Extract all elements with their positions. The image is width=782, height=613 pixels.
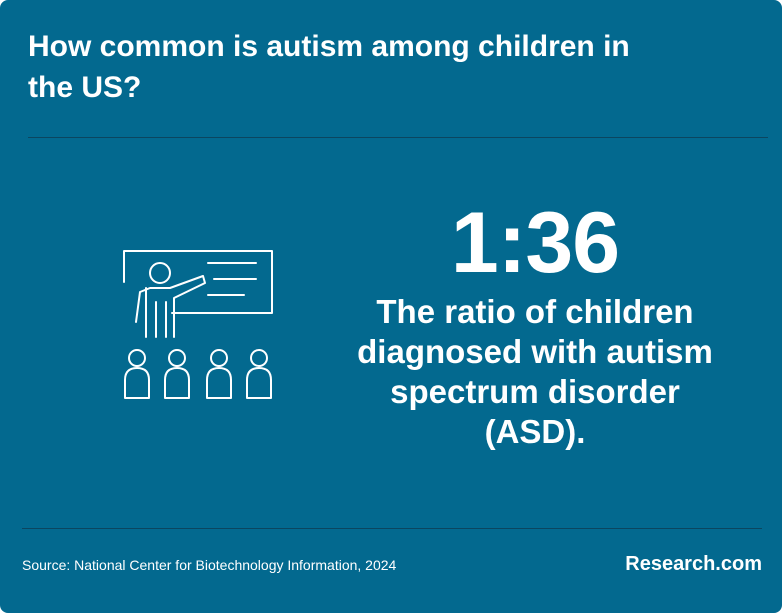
brand-logo[interactable]: Research.com [625,553,762,575]
source-citation: Source: National Center for Biotechnolog… [22,557,397,573]
page-title: How common is autism among children in t… [28,30,630,104]
header-divider [28,137,768,138]
footer-divider [22,528,762,529]
stat-description: The ratio of children diagnosed with aut… [357,293,713,450]
teacher-classroom-icon [110,240,290,415]
stat-ratio: 1:36 [450,195,620,291]
